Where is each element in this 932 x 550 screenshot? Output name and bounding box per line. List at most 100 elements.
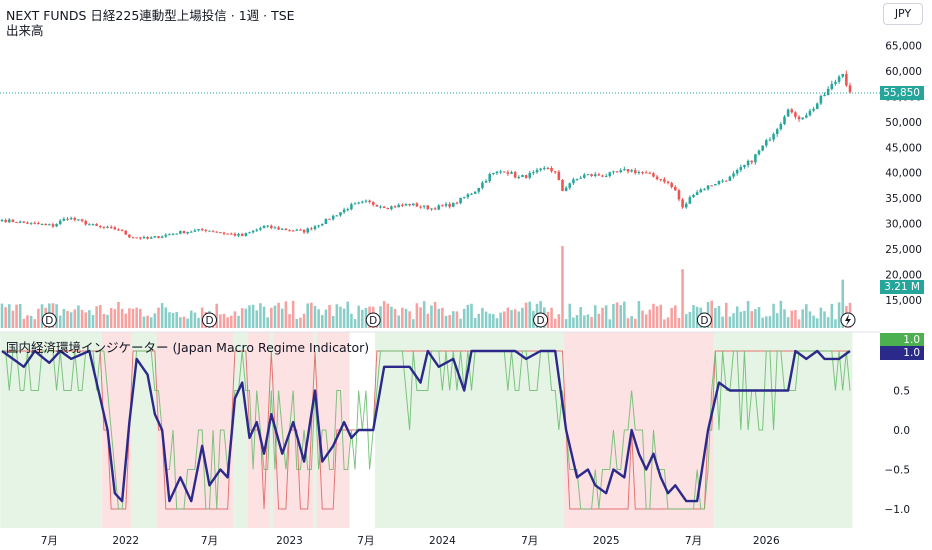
candle-body [291, 230, 295, 232]
candle-body [139, 237, 142, 239]
regime-band [447, 332, 453, 528]
candle-body [845, 73, 848, 86]
volume-bar [120, 308, 124, 328]
regime-band [444, 332, 449, 528]
volume-bar [794, 310, 797, 328]
candle-body [477, 187, 481, 192]
candle-body [353, 203, 357, 205]
regime-band [815, 332, 820, 528]
candle-body [66, 218, 69, 220]
regime-band [848, 332, 853, 528]
volume-bar [175, 312, 178, 328]
volume-bar [615, 302, 619, 328]
volume-bar [481, 307, 484, 328]
candle-body [375, 204, 379, 207]
time-tick-label: 7月 [521, 535, 538, 547]
volume-bar [419, 307, 422, 328]
regime-band [36, 332, 41, 528]
volume-bar [230, 315, 233, 328]
dividend-marker: D [696, 312, 712, 328]
regime-band [615, 332, 620, 528]
candle-body [619, 170, 622, 173]
candle-body [564, 187, 568, 191]
candle-body [302, 229, 306, 233]
candle-body [219, 232, 222, 234]
indicator-tick-label: 0.0 [893, 425, 910, 437]
candle-body [528, 173, 531, 178]
candle-body [226, 233, 229, 235]
volume-bar [768, 316, 772, 328]
dividend-circle [202, 312, 217, 328]
volume-bar [11, 310, 15, 328]
candle-body [553, 171, 557, 173]
regime-band [43, 332, 49, 528]
candle-body [102, 226, 106, 228]
regime-band [666, 332, 671, 528]
volume-bar [37, 308, 40, 328]
candle-body [284, 228, 288, 231]
regime-band [473, 332, 478, 528]
candle-body [164, 234, 168, 237]
candle-body [77, 219, 80, 221]
candle-body [255, 229, 259, 231]
candle-body [157, 236, 160, 238]
volume-bar [353, 319, 357, 328]
candle-body [481, 182, 484, 188]
candle-body [193, 230, 197, 232]
indicator-title[interactable]: 国内経済環境インジケーター (Japan Macro Regime Indica… [6, 340, 370, 355]
volume-bar [528, 301, 531, 328]
candle-body [652, 173, 655, 177]
volume-bar [808, 311, 812, 328]
volume-bar [313, 305, 317, 328]
candle-body [550, 168, 553, 172]
regime-band [764, 332, 769, 528]
candle-body [117, 229, 120, 231]
regime-band [11, 332, 16, 528]
regime-band [844, 332, 849, 528]
time-tick-label: 2022 [112, 535, 139, 547]
candle-body [37, 223, 40, 225]
volume-bar [444, 315, 448, 328]
candle-body [415, 203, 419, 207]
regime-band [586, 332, 591, 528]
candle-body [488, 174, 491, 182]
volume-bar [655, 306, 659, 328]
volume-bar [572, 317, 575, 328]
candle-body [681, 199, 684, 208]
regime-band [575, 332, 580, 528]
candle-body [149, 237, 153, 239]
candle-body [390, 206, 393, 210]
volume-bar [590, 316, 593, 328]
candle-body [324, 218, 328, 224]
symbol-title[interactable]: NEXT FUNDS 日経225連動型上場投信 · 1週 · TSE [6, 8, 295, 23]
candle-body [539, 168, 542, 170]
regime-band [768, 332, 773, 528]
volume-bar [437, 308, 441, 328]
regime-band [83, 332, 89, 528]
volume-bar [841, 279, 844, 328]
regime-band [400, 332, 405, 528]
candle-body [441, 205, 444, 207]
volume-bar [197, 317, 200, 328]
volume-bar [750, 311, 754, 328]
volume-bar [601, 307, 604, 328]
volume-bar [40, 304, 44, 328]
currency-button[interactable]: JPY [883, 3, 923, 25]
volume-bar [102, 313, 106, 328]
candle-body [288, 230, 291, 232]
volume-bar [390, 306, 393, 328]
volume-bar [186, 318, 189, 328]
volume-bar [473, 317, 477, 328]
regime-band [531, 332, 536, 528]
regime-band [236, 332, 241, 528]
regime-band [163, 332, 169, 528]
volume-bar [637, 301, 641, 328]
candle-body [499, 171, 502, 173]
volume-bar [728, 316, 732, 328]
regime-band [684, 332, 689, 528]
volume-bar [830, 303, 834, 328]
candle-body [837, 76, 841, 82]
candle-body [189, 231, 193, 233]
indicator-tick-label: −0.5 [885, 465, 911, 477]
